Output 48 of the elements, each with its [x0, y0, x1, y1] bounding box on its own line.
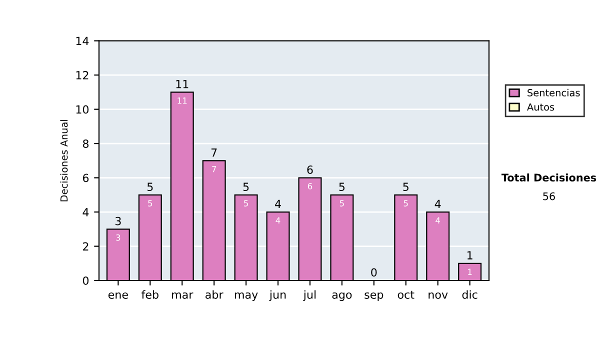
data-label: 11	[178, 98, 187, 104]
total-label: 5	[243, 182, 249, 192]
x-tick-label: feb	[142, 290, 158, 299]
x-tick-label: oct	[398, 290, 414, 299]
total-label: 4	[434, 200, 441, 208]
y-tick-label: 4	[82, 208, 89, 216]
data-label: 5	[404, 200, 408, 206]
x-tick-label: may	[234, 292, 258, 301]
total-label: 5	[147, 182, 153, 192]
y-tick-label: 10	[76, 105, 89, 114]
total-label: 5	[403, 182, 408, 192]
text: 56	[543, 192, 555, 200]
text: Total Decisiones	[501, 173, 596, 182]
y-tick-label: 14	[76, 36, 89, 46]
total-label: 4	[275, 200, 281, 208]
total-label: 6	[307, 166, 313, 174]
y-tick-label: 6	[82, 174, 89, 182]
total-label: 5	[339, 182, 345, 192]
x-tick-label: ago	[332, 292, 352, 301]
data-label: 1	[468, 268, 472, 275]
data-label: 5	[148, 200, 152, 206]
data-label: 5	[244, 200, 248, 206]
total-label: 1	[468, 251, 472, 260]
total-label: 7	[211, 148, 217, 157]
data-label: 4	[436, 217, 440, 224]
data-label: 5	[340, 200, 344, 206]
x-tick-label: ene	[108, 292, 128, 299]
x-tick-label: sep	[364, 292, 384, 301]
x-tick-label: jul	[303, 290, 316, 301]
y-tick-label: 8	[82, 140, 89, 148]
y-tick-label: 2	[83, 242, 88, 250]
x-tick-label: mar	[172, 292, 194, 299]
data-label: 6	[308, 183, 312, 190]
x-tick-label: dic	[462, 290, 478, 299]
total-label: 0	[371, 268, 377, 277]
x-tick-label: jun	[269, 290, 286, 301]
legend-label: Autos	[527, 103, 554, 111]
y-tick-label: 0	[82, 276, 89, 285]
x-tick-label: abr	[206, 290, 224, 299]
x-tick-label: nov	[428, 292, 448, 299]
data-label: 3	[116, 234, 120, 241]
data-label: 4	[276, 217, 280, 224]
data-label: 7	[212, 166, 216, 172]
y-axis-title: Decisiones Anual	[60, 120, 68, 202]
legend-label: Sentencias	[528, 88, 580, 96]
y-tick-label: 12	[76, 71, 88, 80]
total-label: 11	[176, 80, 188, 88]
total-label: 3	[115, 216, 121, 226]
